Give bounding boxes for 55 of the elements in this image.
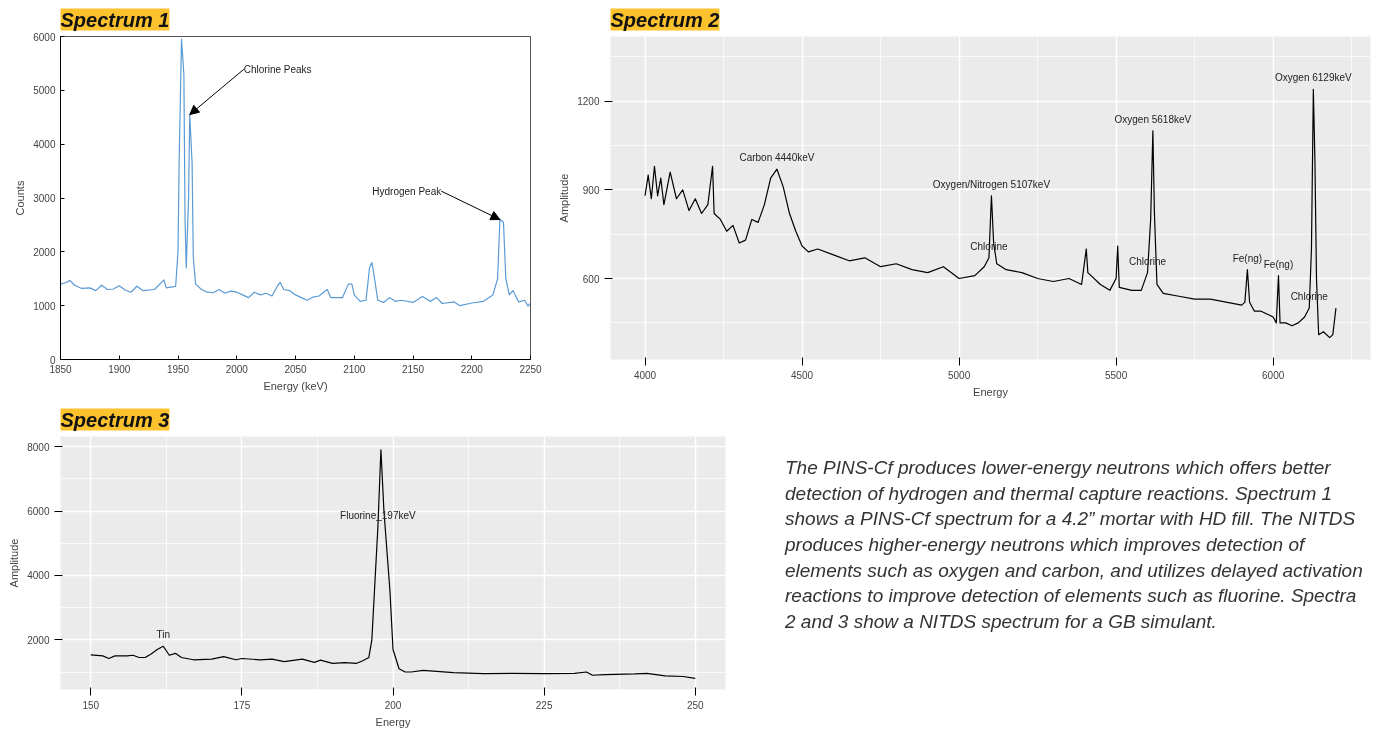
y-tick-label: 6000: [27, 506, 50, 518]
y-tick-label: 2000: [27, 634, 50, 646]
annotation: Fe(ng): [1263, 258, 1294, 270]
y-tick-label: 1000: [33, 300, 56, 312]
y-tick-label: 4000: [33, 139, 56, 151]
y-tick-label: 900: [582, 184, 600, 196]
y-tick-label: 1200: [577, 96, 600, 108]
x-axis-title: Energy: [973, 385, 1009, 398]
annotation: Tin: [156, 629, 171, 641]
x-axis-title: Energy: [375, 715, 411, 728]
y-axis-title: Amplitude: [8, 538, 21, 588]
x-tick-label: 2000: [225, 363, 249, 375]
x-tick-label: 150: [82, 699, 100, 711]
x-tick-label: 4500: [790, 369, 814, 381]
annotation: Hydrogen Peak: [372, 185, 443, 197]
x-axis-title: Energy (keV): [263, 379, 328, 392]
x-tick-label: 200: [384, 699, 402, 711]
y-axis-title: Amplitude: [558, 173, 571, 223]
x-tick-label: 2250: [519, 363, 543, 375]
y-tick-label: 600: [582, 273, 600, 285]
x-tick-label: 250: [686, 699, 705, 711]
chart-title: Spectrum 2: [610, 8, 720, 31]
x-tick-label: 2150: [401, 363, 425, 375]
x-tick-label: 5500: [1105, 369, 1128, 381]
annotation: Chlorine Peaks: [243, 63, 312, 75]
x-tick-label: 2100: [343, 363, 366, 375]
annotation: Carbon 4440keV: [739, 152, 815, 164]
y-tick-label: 3000: [33, 193, 56, 204]
x-tick-label: 1850: [49, 363, 73, 375]
y-tick-label: 4000: [27, 570, 50, 582]
annotation: Oxygen/Nitrogen 5107keV: [932, 178, 1051, 190]
x-tick-label: 225: [535, 699, 553, 711]
chart-title: Spectrum 3: [60, 408, 170, 431]
line-series: [644, 88, 1337, 339]
annotation: Fe(ng): [1232, 252, 1263, 264]
annotation: Oxygen 5618keV: [1114, 113, 1192, 125]
x-tick-label: 2200: [460, 363, 484, 375]
y-tick-label: 6000: [33, 31, 56, 43]
x-tick-label: 2050: [284, 363, 308, 375]
y-tick-label: 5000: [33, 85, 56, 97]
y-tick-label: 0: [49, 354, 56, 366]
y-tick-label: 2000: [33, 246, 56, 258]
line-series: [60, 38, 531, 307]
x-tick-label: 1950: [166, 363, 190, 375]
x-tick-label: 6000: [1262, 369, 1285, 381]
x-tick-label: 1900: [108, 363, 131, 375]
annotation: Oxygen 6129keV: [1274, 72, 1353, 84]
x-tick-label: 5000: [947, 369, 971, 381]
x-tick-label: 4000: [633, 369, 657, 381]
chart-title: Spectrum 1: [60, 8, 170, 31]
line-series: [90, 449, 696, 680]
x-tick-label: 175: [233, 699, 251, 711]
text: The PINS-Cf produces lower-energy neutrons which offers better detection of hydrogen and thermal capture reactions. Spectrum 1 shows a PINS-Cf spectrum for a 4.2” mortar with HD fill. The NITDS produces higher-energy neutrons which improves detection of elements such as oxygen and carbon, and utilizes delayed activation reactions to improve detection of elements such as fluorine. Spectra 2 and 3 show a NITDS spectrum for a GB simulant.: [783, 456, 1364, 634]
y-tick-label: 8000: [27, 441, 50, 453]
y-axis-title: Counts: [14, 180, 27, 216]
